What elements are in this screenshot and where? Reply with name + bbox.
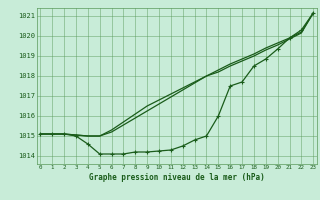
X-axis label: Graphe pression niveau de la mer (hPa): Graphe pression niveau de la mer (hPa) (89, 173, 265, 182)
